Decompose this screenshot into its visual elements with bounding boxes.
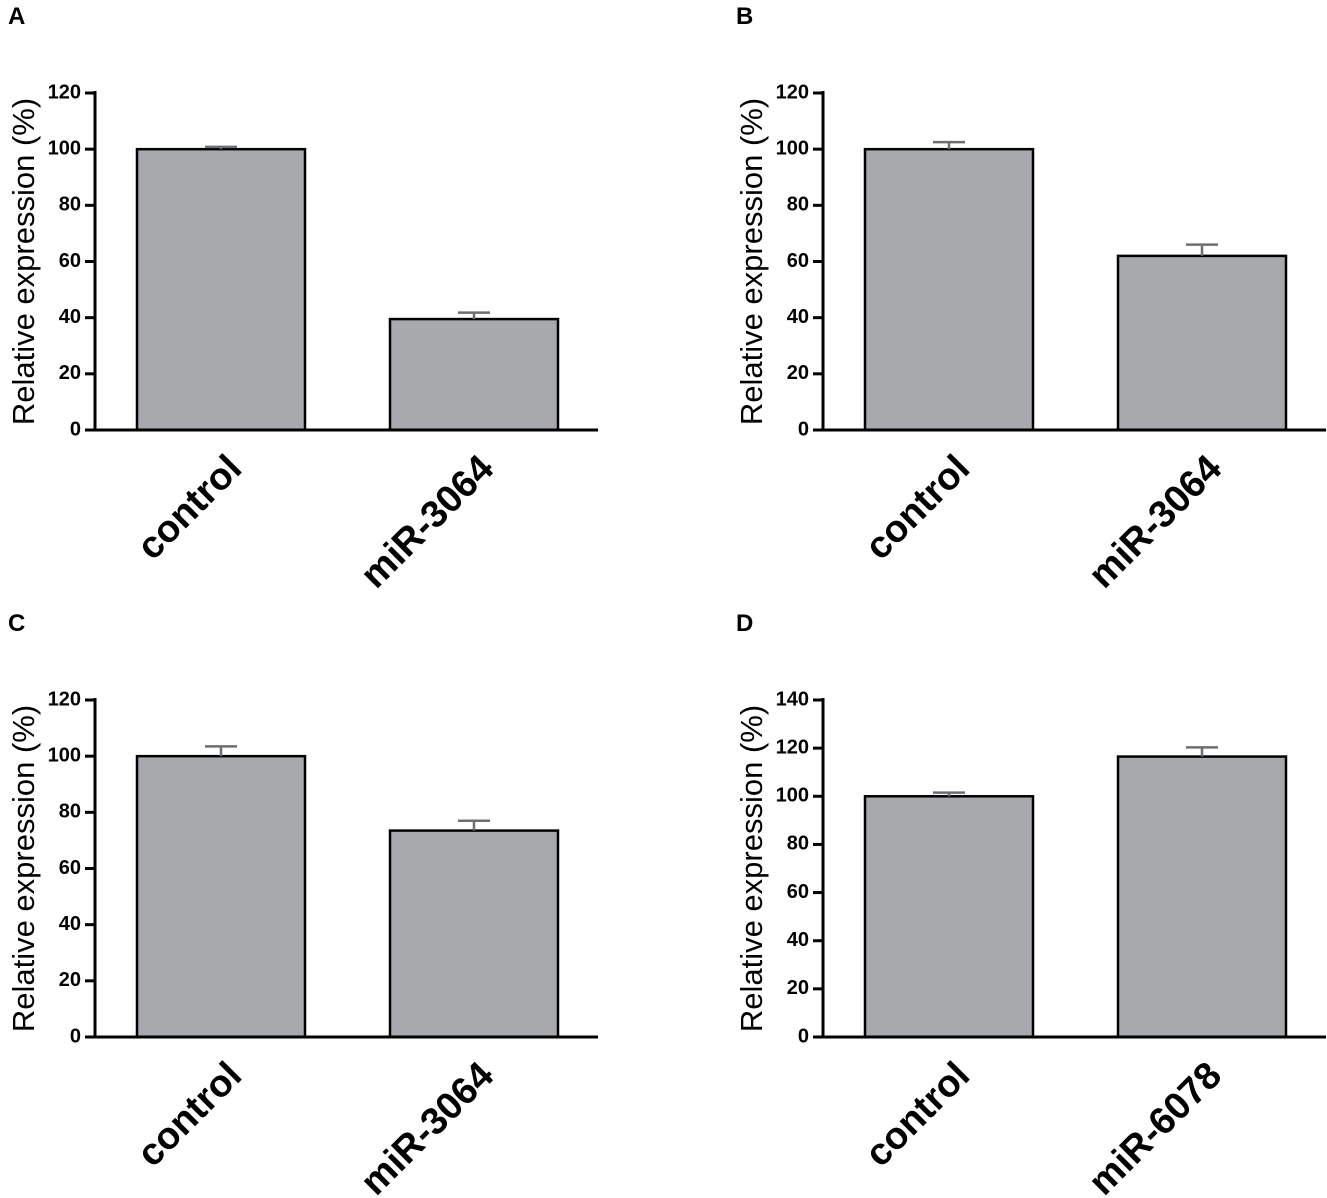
- y-tick-label: 20: [787, 362, 809, 384]
- y-tick-label: 120: [48, 81, 81, 103]
- y-tick-label: 60: [59, 250, 81, 272]
- y-tick-label: 60: [787, 250, 809, 272]
- y-tick-label: 120: [48, 688, 81, 710]
- bar-0: [863, 795, 1035, 1039]
- panel-a: A Relative expression (%) 0 20 40 60 80 100 120 c…: [6, 3, 598, 597]
- panel-b: B Relative expression (%) 0 20 40 60 80 100 120 c…: [734, 3, 1326, 597]
- bar-0: [863, 147, 1035, 432]
- y-axis-title: Relative expression (%): [734, 705, 769, 1032]
- y-tick-label: 100: [48, 137, 81, 159]
- y-tick-label: 60: [59, 857, 81, 879]
- category-label-1: miR-3064: [353, 1054, 502, 1198]
- y-tick-label: 100: [48, 744, 81, 766]
- category-label-0: control: [129, 1054, 250, 1175]
- y-tick-label: 80: [787, 833, 809, 855]
- y-tick-label: 120: [776, 736, 809, 758]
- y-tick-label: 60: [787, 881, 809, 903]
- category-label-1: miR-6078: [1081, 1054, 1230, 1198]
- bar-0: [135, 754, 307, 1039]
- category-label-1: miR-3064: [1081, 447, 1230, 596]
- panel-c: C Relative expression (%) 0 20 40 60 80 100 120 c…: [6, 610, 598, 1198]
- bar-1: [1116, 254, 1288, 432]
- y-tick-label: 20: [59, 362, 81, 384]
- panel-label: A: [8, 3, 25, 30]
- y-tick-label: 40: [787, 929, 809, 951]
- y-axis-title: Relative expression (%): [6, 705, 41, 1032]
- y-tick-label: 80: [59, 194, 81, 216]
- y-tick-label: 20: [59, 969, 81, 991]
- panel-d: D Relative expression (%) 0 20 40 60 80 100 120 1…: [734, 610, 1326, 1198]
- panel-label: D: [736, 610, 753, 637]
- y-tick-label: 80: [59, 801, 81, 823]
- category-label-1: miR-3064: [353, 447, 502, 596]
- bar-0: [135, 147, 307, 432]
- y-tick-label: 40: [59, 913, 81, 935]
- category-label-0: control: [857, 447, 978, 568]
- y-tick-label: 20: [787, 977, 809, 999]
- y-tick-label: 40: [787, 306, 809, 328]
- panel-label: B: [736, 3, 753, 30]
- bar-1: [1116, 755, 1288, 1039]
- y-tick-label: 0: [798, 1025, 809, 1047]
- y-tick-label: 0: [70, 1025, 81, 1047]
- bar-1: [388, 317, 560, 432]
- y-tick-label: 120: [776, 81, 809, 103]
- y-tick-label: 40: [59, 306, 81, 328]
- category-label-0: control: [129, 447, 250, 568]
- y-tick-label: 100: [776, 785, 809, 807]
- y-tick-label: 80: [787, 194, 809, 216]
- y-tick-label: 100: [776, 137, 809, 159]
- bar-1: [388, 829, 560, 1039]
- y-axis-title: Relative expression (%): [6, 98, 41, 425]
- y-axis-title: Relative expression (%): [734, 98, 769, 425]
- category-label-0: control: [857, 1054, 978, 1175]
- y-tick-label: 140: [776, 688, 809, 710]
- y-tick-label: 0: [798, 418, 809, 440]
- y-tick-label: 0: [70, 418, 81, 440]
- panel-label: C: [8, 610, 25, 637]
